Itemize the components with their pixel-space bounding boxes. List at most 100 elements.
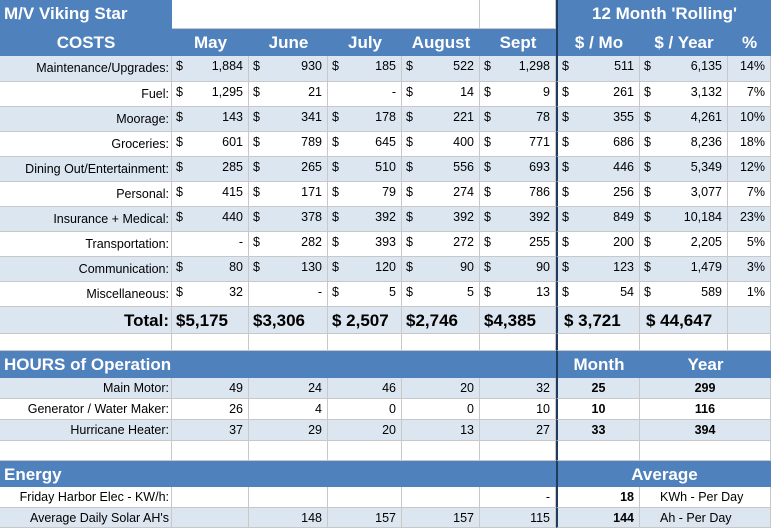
cost-cell[interactable]: $400 <box>402 132 480 157</box>
cost-cell[interactable]: $221 <box>402 107 480 132</box>
yearly-cell[interactable]: $3,077 <box>640 182 728 207</box>
cost-cell[interactable]: $285 <box>172 157 249 182</box>
blank-cell[interactable] <box>640 441 771 461</box>
cost-cell[interactable]: $79 <box>328 182 402 207</box>
blank-cell[interactable] <box>402 334 480 351</box>
total-cell[interactable]: $4,385 <box>480 307 556 334</box>
cost-cell[interactable]: $930 <box>249 56 328 82</box>
cost-cell[interactable]: $171 <box>249 182 328 207</box>
cost-label[interactable]: Personal: <box>0 182 172 207</box>
cost-cell[interactable]: $185 <box>328 56 402 82</box>
blank-cell[interactable] <box>0 441 172 461</box>
cost-cell[interactable]: - <box>172 232 249 257</box>
hours-cell[interactable]: 46 <box>328 378 402 399</box>
cost-cell[interactable]: $440 <box>172 207 249 232</box>
rolling-title[interactable]: 12 Month 'Rolling' <box>556 0 771 29</box>
cost-cell[interactable]: $645 <box>328 132 402 157</box>
title-blank[interactable] <box>480 0 556 29</box>
total-cell[interactable]: $3,306 <box>249 307 328 334</box>
cost-label[interactable]: Communication: <box>0 257 172 282</box>
cost-cell[interactable]: $130 <box>249 257 328 282</box>
monthly-avg-cell[interactable]: $849 <box>556 207 640 232</box>
blank-cell[interactable] <box>556 441 640 461</box>
cost-cell[interactable]: $9 <box>480 82 556 107</box>
cost-cell[interactable]: $789 <box>249 132 328 157</box>
blank-cell[interactable] <box>0 334 172 351</box>
hours-cell[interactable]: 0 <box>402 399 480 420</box>
cost-cell[interactable]: $1,298 <box>480 56 556 82</box>
cost-cell[interactable]: $120 <box>328 257 402 282</box>
rolling-header[interactable]: $ / Mo <box>556 29 640 56</box>
monthly-avg-cell[interactable]: $54 <box>556 282 640 307</box>
cost-cell[interactable]: $510 <box>328 157 402 182</box>
cost-cell[interactable]: $78 <box>480 107 556 132</box>
hours-cell[interactable]: 20 <box>328 420 402 441</box>
percent-cell[interactable]: 5% <box>728 232 771 257</box>
cost-cell[interactable]: $282 <box>249 232 328 257</box>
yearly-cell[interactable]: $2,205 <box>640 232 728 257</box>
cost-cell[interactable]: - <box>328 82 402 107</box>
blank-cell[interactable] <box>480 441 556 461</box>
month-header[interactable]: May <box>172 29 249 56</box>
yearly-cell[interactable]: $10,184 <box>640 207 728 232</box>
hours-cell[interactable]: 0 <box>328 399 402 420</box>
energy-avg-value[interactable]: 18 <box>556 487 640 508</box>
percent-cell[interactable]: 3% <box>728 257 771 282</box>
percent-cell[interactable]: 7% <box>728 182 771 207</box>
total-label[interactable]: Total: <box>0 307 172 334</box>
energy-cell[interactable]: - <box>480 487 556 508</box>
hours-cell[interactable]: 32 <box>480 378 556 399</box>
cost-cell[interactable]: $556 <box>402 157 480 182</box>
cost-cell[interactable]: $143 <box>172 107 249 132</box>
energy-cell[interactable] <box>172 487 249 508</box>
blank-cell[interactable] <box>249 441 328 461</box>
yearly-cell[interactable]: $589 <box>640 282 728 307</box>
energy-unit[interactable]: KWh - Per Day <box>640 487 771 508</box>
percent-cell[interactable]: 18% <box>728 132 771 157</box>
hours-cell[interactable]: 13 <box>402 420 480 441</box>
hours-year-value[interactable]: 299 <box>640 378 771 399</box>
cost-cell[interactable]: $21 <box>249 82 328 107</box>
cost-cell[interactable]: $272 <box>402 232 480 257</box>
energy-cell[interactable] <box>402 487 480 508</box>
monthly-avg-cell[interactable]: $355 <box>556 107 640 132</box>
vessel-title[interactable]: M/V Viking Star <box>0 0 172 29</box>
percent-cell[interactable]: 1% <box>728 282 771 307</box>
hours-cell[interactable]: 29 <box>249 420 328 441</box>
energy-label[interactable]: Friday Harbor Elec - KW/h: <box>0 487 172 508</box>
monthly-avg-cell[interactable]: $446 <box>556 157 640 182</box>
blank-cell[interactable] <box>172 334 249 351</box>
hours-cell[interactable]: 37 <box>172 420 249 441</box>
yearly-cell[interactable]: $8,236 <box>640 132 728 157</box>
cost-cell[interactable]: $522 <box>402 56 480 82</box>
monthly-avg-cell[interactable]: $200 <box>556 232 640 257</box>
cost-cell[interactable]: $693 <box>480 157 556 182</box>
blank-cell[interactable] <box>728 334 771 351</box>
cost-label[interactable]: Groceries: <box>0 132 172 157</box>
energy-label[interactable]: Average Daily Solar AH's <box>0 508 172 528</box>
yearly-cell[interactable]: $5,349 <box>640 157 728 182</box>
blank-cell[interactable] <box>249 334 328 351</box>
total-cell[interactable]: $2,746 <box>402 307 480 334</box>
hours-cell[interactable]: 4 <box>249 399 328 420</box>
percent-cell[interactable]: 23% <box>728 207 771 232</box>
energy-cell[interactable]: 148 <box>249 508 328 528</box>
hours-cell[interactable]: 20 <box>402 378 480 399</box>
hours-year-value[interactable]: 116 <box>640 399 771 420</box>
cost-cell[interactable]: $1,884 <box>172 56 249 82</box>
hours-month-value[interactable]: 25 <box>556 378 640 399</box>
cost-cell[interactable]: $90 <box>480 257 556 282</box>
total-cell[interactable]: $ 2,507 <box>328 307 402 334</box>
cost-cell[interactable]: $5 <box>402 282 480 307</box>
cost-cell[interactable]: $80 <box>172 257 249 282</box>
cost-cell[interactable]: - <box>249 282 328 307</box>
cost-cell[interactable]: $5 <box>328 282 402 307</box>
monthly-avg-cell[interactable]: $256 <box>556 182 640 207</box>
blank-cell[interactable] <box>402 441 480 461</box>
cost-cell[interactable]: $601 <box>172 132 249 157</box>
total-pct-blank[interactable] <box>728 307 771 334</box>
energy-avg-header[interactable]: Average <box>556 461 771 487</box>
month-header[interactable]: June <box>249 29 328 56</box>
hours-cell[interactable]: 24 <box>249 378 328 399</box>
energy-cell[interactable]: 157 <box>402 508 480 528</box>
